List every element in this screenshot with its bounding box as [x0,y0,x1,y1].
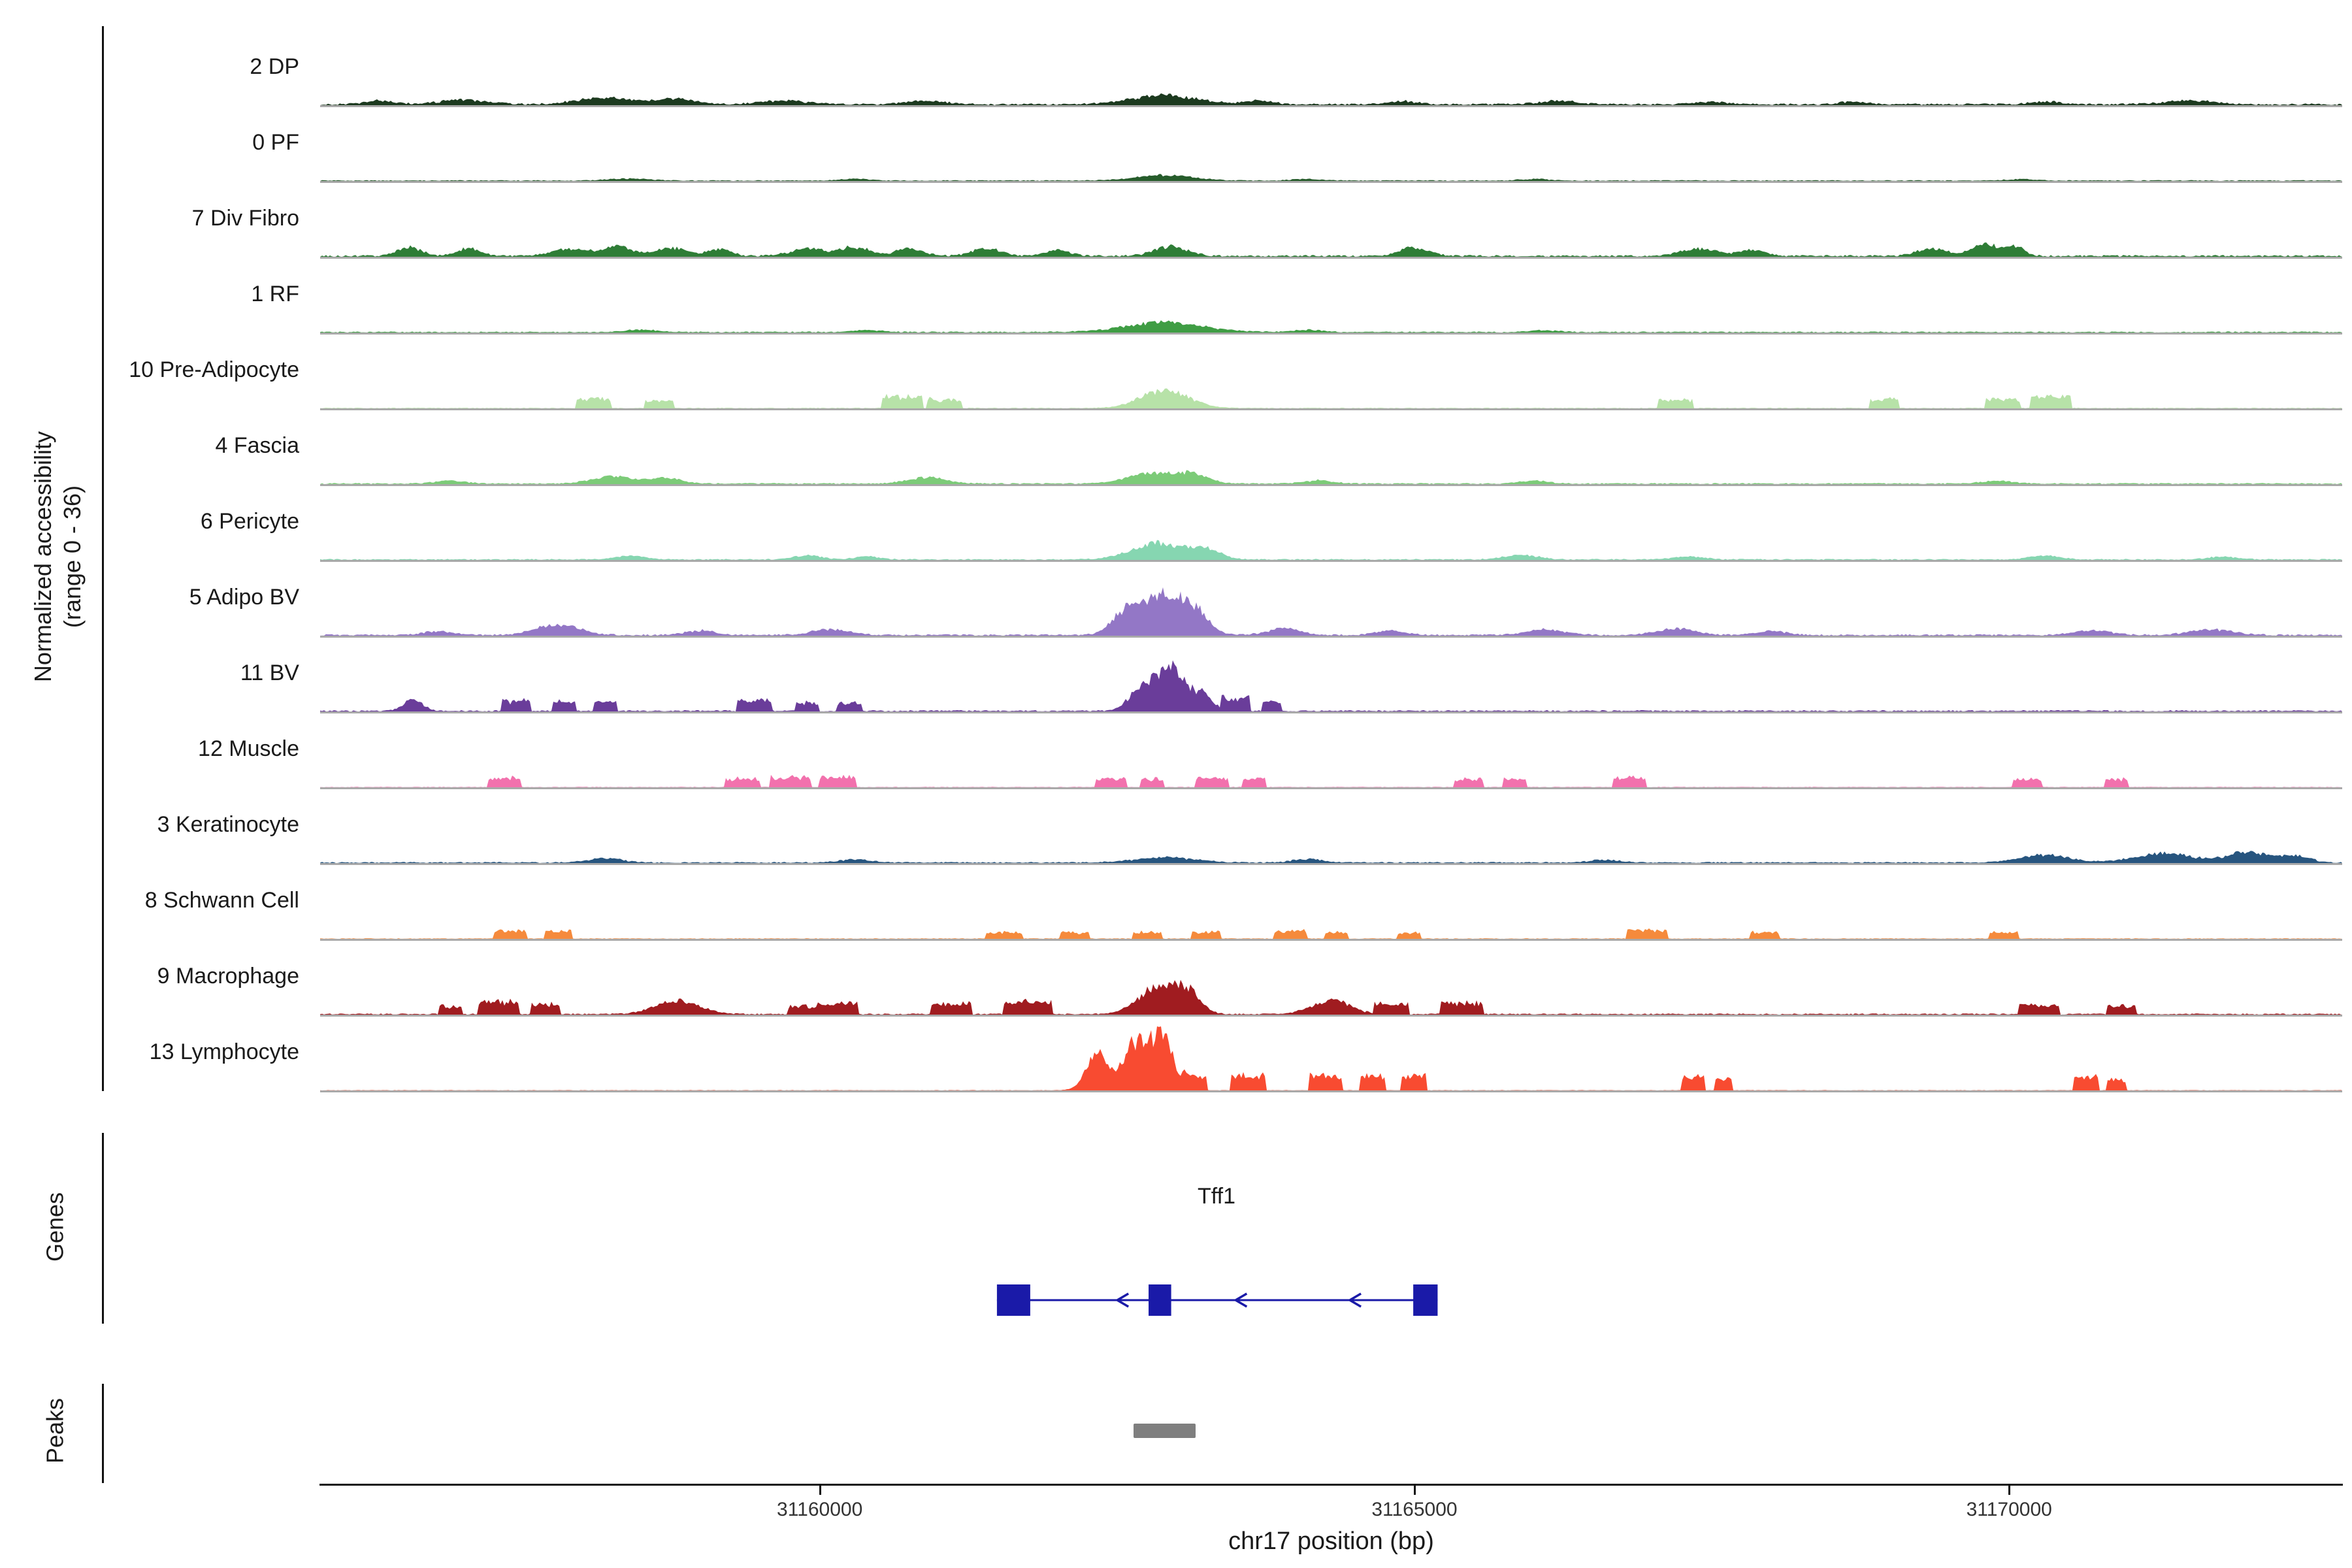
track-signal [320,660,2342,711]
peaks-axis-line [102,1384,104,1483]
track-label: 3 Keratinocyte [157,812,299,837]
track-baseline [320,408,2342,410]
track-row: 4 Fascia [0,410,2352,486]
track-row: 13 Lymphocyte [0,1017,2352,1092]
genes-axis-line [102,1133,104,1324]
x-axis-title: chr17 position (bp) [1228,1527,1434,1555]
track-signal [320,470,2342,484]
track-label: 7 Div Fibro [191,206,299,231]
gene-exon [996,1284,1030,1316]
gene-model [996,1284,1438,1316]
gene-exon [1149,1284,1171,1316]
track-baseline [320,711,2342,713]
track-signal [320,540,2342,560]
track-baseline [320,636,2342,638]
gene-strand-arrow-icon [1115,1292,1130,1308]
track-baseline [320,1015,2342,1017]
track-label: 9 Macrophage [157,964,299,988]
track-signal [320,242,2342,257]
track-label: 13 Lymphocyte [149,1039,299,1064]
track-label: 5 Adipo BV [189,585,299,610]
x-axis-tick-mark [1413,1486,1416,1495]
track-signal [320,388,2342,408]
x-axis-tick-mark [819,1486,821,1495]
track-label: 1 RF [251,282,299,306]
x-axis-tick-label: 31170000 [1966,1499,2052,1520]
track-row: 9 Macrophage [0,941,2352,1017]
gene-exon [1413,1284,1438,1316]
track-label: 0 PF [252,130,299,155]
gene-name-label: Tff1 [1198,1184,1235,1209]
track-row: 2 DP [0,31,2352,107]
track-label: 6 Pericyte [200,509,299,534]
genes-section-label: Genes [41,1192,69,1262]
track-row: 10 Pre-Adipocyte [0,335,2352,410]
track-row: 5 Adipo BV [0,562,2352,638]
track-baseline [320,484,2342,486]
x-axis-tick-label: 31165000 [1371,1499,1458,1520]
track-baseline [320,181,2342,183]
track-baseline [320,257,2342,259]
track-signal [320,979,2342,1015]
track-signal [320,174,2342,181]
track-label: 10 Pre-Adipocyte [129,357,299,382]
gene-strand-arrow-icon [1233,1292,1248,1308]
track-baseline [320,787,2342,789]
track-signal [320,320,2342,333]
track-baseline [320,939,2342,941]
peak-region [1134,1424,1196,1438]
track-signal [320,93,2342,105]
track-label: 8 Schwann Cell [144,888,299,913]
x-axis-tick-label: 31160000 [777,1499,863,1520]
track-row: 1 RF [0,259,2352,335]
track-signal [320,587,2342,636]
track-row: 11 BV [0,638,2352,713]
track-row: 12 Muscle [0,713,2352,789]
track-signal [320,774,2342,787]
track-row: 3 Keratinocyte [0,789,2352,865]
track-baseline [320,863,2342,865]
track-baseline [320,1090,2342,1092]
track-baseline [320,333,2342,335]
track-label: 2 DP [250,54,299,79]
track-signal [320,851,2342,863]
track-row: 6 Pericyte [0,486,2352,562]
x-axis-line [319,1484,2343,1486]
track-row: 7 Div Fibro [0,183,2352,259]
track-label: 11 BV [240,661,299,685]
track-label: 12 Muscle [198,736,299,761]
track-label: 4 Fascia [215,433,300,458]
track-row: 8 Schwann Cell [0,865,2352,941]
track-baseline [320,105,2342,107]
tracks-axis-line [102,26,104,1091]
track-signal [320,1026,2342,1090]
track-row: 0 PF [0,107,2352,183]
x-axis-tick-mark [2008,1486,2011,1495]
track-signal [320,928,2342,939]
peaks-section-label: Peaks [41,1397,69,1464]
gene-strand-arrow-icon [1347,1292,1362,1308]
track-baseline [320,560,2342,562]
